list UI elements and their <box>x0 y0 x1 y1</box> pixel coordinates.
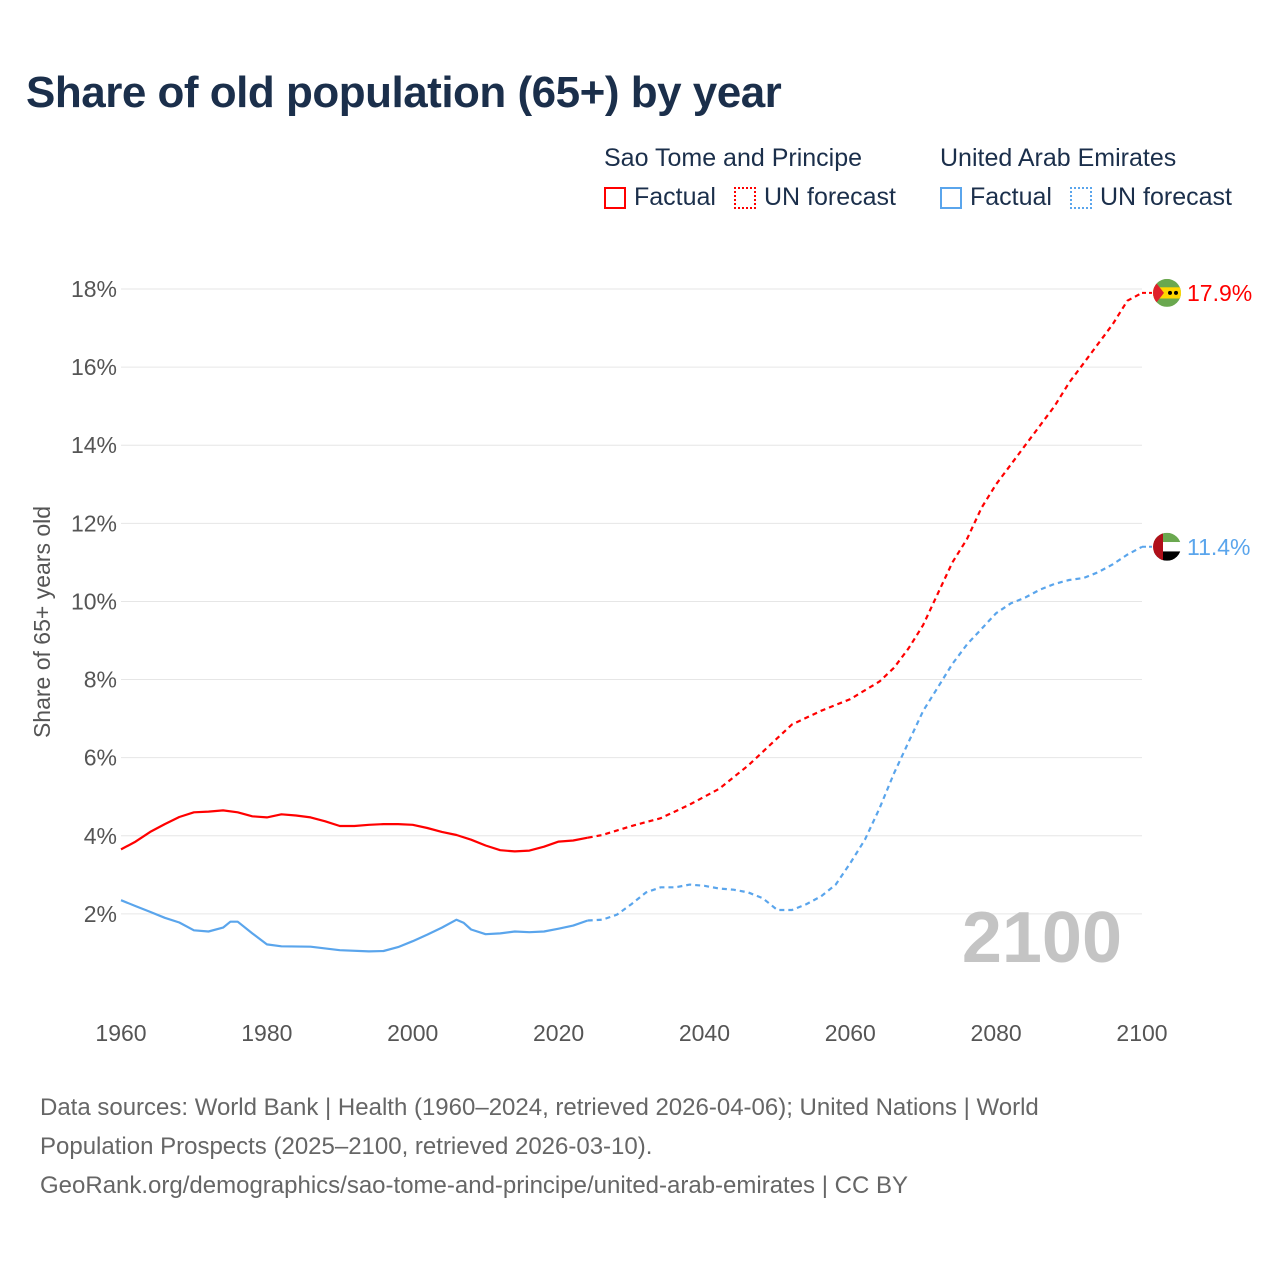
series-line-factual <box>120 899 589 953</box>
line-chart: 2% 4% 6% 8% 10% 12% 14% 16% 18% 1960 1980 2000 2020 2… <box>29 276 1252 1046</box>
legend-country: Sao Tome and Principe <box>604 144 863 172</box>
x-tick-label: 2100 <box>1116 1020 1167 1046</box>
footer-line: Data sources: World Bank | Health (1960–… <box>40 1094 1039 1121</box>
chart-title: Share of old population (65+) by year <box>26 68 782 117</box>
legend-group-sao-tome: Sao Tome and Principe Factual UN forecas… <box>604 144 896 212</box>
legend-swatch-dotted <box>1069 186 1092 209</box>
x-tick-label: 2060 <box>825 1020 876 1046</box>
y-tick-label: 18% <box>71 276 117 302</box>
x-tick-label: 2040 <box>679 1020 730 1046</box>
legend-item-forecast[interactable]: UN forecast <box>733 183 896 212</box>
footer-link[interactable]: GeoRank.org/demographics/sao-tome-and-pr… <box>40 1172 908 1199</box>
footer-sources: Data sources: World Bank | Health (1960–… <box>40 1088 1240 1205</box>
x-tick-label: 2000 <box>387 1020 438 1046</box>
x-tick-label: 1960 <box>95 1020 146 1046</box>
series-line-forecast <box>587 545 1143 922</box>
end-value-label: 17.9% <box>1187 280 1252 306</box>
y-tick-label: 16% <box>71 354 117 380</box>
y-tick-label: 6% <box>84 745 117 771</box>
year-watermark: 2100 <box>962 898 1122 978</box>
legend-swatch-dotted <box>733 186 756 209</box>
legend-label: Factual <box>634 183 716 211</box>
legend-label: Factual <box>970 183 1052 211</box>
y-axis-label: Share of 65+ years old <box>29 506 55 738</box>
legend-group-uae: United Arab Emirates Factual UN forecast <box>940 144 1232 212</box>
legend-country: United Arab Emirates <box>940 144 1177 172</box>
uae-flag-icon <box>1153 532 1181 561</box>
series-line-forecast <box>587 291 1143 839</box>
y-tick-label: 2% <box>84 901 117 927</box>
footer-line: Population Prospects (2025–2100, retriev… <box>40 1133 653 1160</box>
y-tick-label: 12% <box>71 510 117 536</box>
y-tick-label: 8% <box>84 667 117 693</box>
series-line-factual <box>120 809 588 853</box>
legend-item-factual[interactable]: Factual <box>940 183 1052 212</box>
x-tick-label: 2020 <box>533 1020 584 1046</box>
legend-item-forecast[interactable]: UN forecast <box>1069 183 1232 212</box>
y-tick-label: 4% <box>84 823 117 849</box>
end-value-label: 11.4% <box>1187 534 1251 560</box>
legend-label: UN forecast <box>1099 183 1232 211</box>
y-tick-label: 14% <box>71 432 117 458</box>
y-tick-label: 10% <box>71 588 117 614</box>
legend-swatch-solid <box>604 186 626 209</box>
legend-label: UN forecast <box>763 183 896 211</box>
sao-tome-flag-icon <box>1153 278 1181 307</box>
legend-swatch-solid <box>940 186 962 209</box>
x-tick-label: 2080 <box>971 1020 1022 1046</box>
x-tick-label: 1980 <box>241 1020 292 1046</box>
legend-item-factual[interactable]: Factual <box>604 183 716 212</box>
